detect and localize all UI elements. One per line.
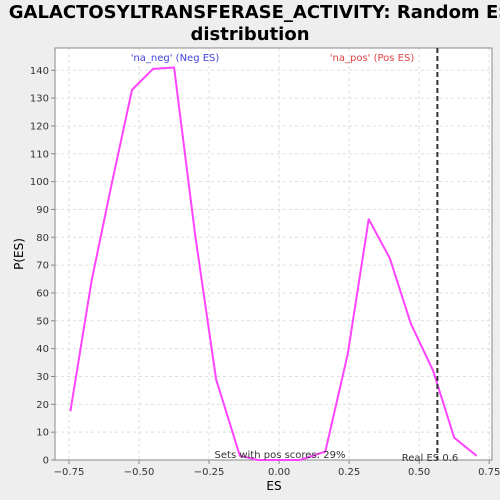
y-axis-ticks: 0 10 20 30 40 50 60 70 80 90 100 110 120 130 140: [30, 66, 55, 467]
pos-es-annotation: 'na_pos' (Pos ES): [330, 53, 415, 64]
y-tick-label: 100: [30, 177, 49, 188]
y-tick-label: 20: [36, 400, 49, 411]
grid: [55, 48, 492, 460]
pos-scores-annotation: Sets with pos scores: 29%: [215, 450, 346, 461]
x-tick-label: 0.25: [338, 467, 360, 478]
y-tick-label: 130: [30, 94, 49, 105]
y-tick-label: 60: [36, 288, 49, 299]
x-tick-label: 0.50: [408, 467, 430, 478]
chart-title-line2: distribution: [190, 24, 309, 45]
y-tick-label: 50: [36, 316, 49, 327]
x-tick-label: −0.75: [54, 467, 85, 478]
y-tick-label: 70: [36, 261, 49, 272]
y-tick-label: 0: [43, 456, 49, 467]
chart-title-line1: GALACTOSYLTRANSFERASE_ACTIVITY: Random E…: [9, 2, 500, 23]
y-tick-label: 30: [36, 372, 49, 383]
real-es-label: Real ES 0.6: [402, 453, 458, 464]
x-axis-ticks: −0.75 −0.50 −0.25 0.00 0.25 0.50 0.75: [54, 460, 500, 478]
neg-es-annotation: 'na_neg' (Neg ES): [131, 53, 220, 64]
y-axis-label: P(ES): [12, 238, 26, 270]
y-tick-label: 90: [36, 205, 49, 216]
y-tick-label: 110: [30, 149, 49, 160]
y-tick-label: 40: [36, 344, 49, 355]
y-tick-label: 80: [36, 233, 49, 244]
y-tick-label: 120: [30, 121, 49, 132]
plot-area: [55, 48, 492, 460]
y-tick-label: 10: [36, 428, 49, 439]
x-tick-label: −0.50: [124, 467, 155, 478]
x-tick-label: −0.25: [194, 467, 225, 478]
x-tick-label: 0.75: [478, 467, 500, 478]
y-tick-label: 140: [30, 66, 49, 77]
x-tick-label: 0.00: [268, 467, 290, 478]
x-axis-label: ES: [266, 479, 281, 493]
series-line: [69, 66, 478, 461]
